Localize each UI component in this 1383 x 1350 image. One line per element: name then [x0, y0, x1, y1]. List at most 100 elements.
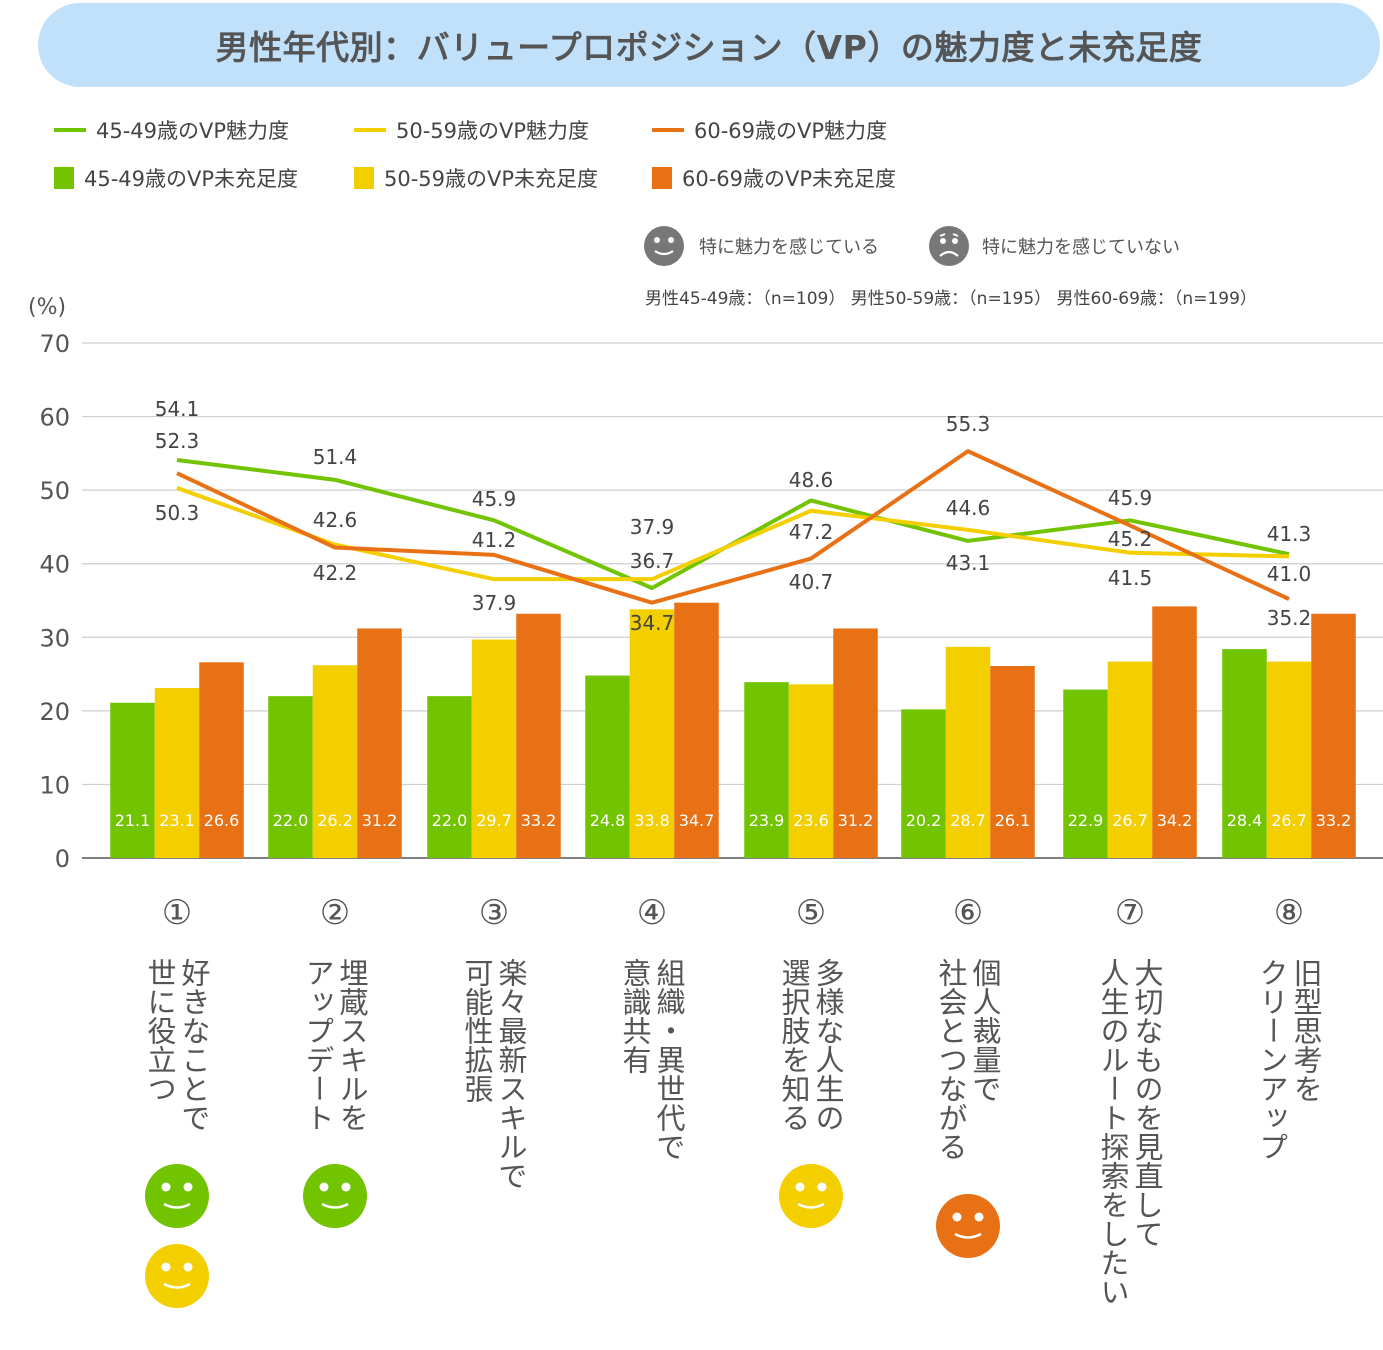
legend-label: 45-49歳のVP魅力度	[96, 119, 290, 143]
bar-value-label: 24.8	[590, 811, 626, 830]
bar	[833, 628, 878, 858]
line-value-label: 40.7	[789, 570, 834, 594]
legend-label: 45-49歳のVP未充足度	[84, 167, 299, 191]
line-value-label: 45.9	[472, 487, 517, 511]
line-value-label: 35.2	[1267, 606, 1312, 630]
bar-value-label: 21.1	[115, 811, 151, 830]
legend-bar-50-59: 50-59歳のVP未充足度	[354, 163, 598, 193]
bar-value-label: 22.0	[273, 811, 309, 830]
category-number: ⑦	[1114, 893, 1146, 933]
bar	[585, 675, 630, 858]
legend-bar-swatch	[354, 167, 374, 189]
category-label: 楽々最新スキルで 可能性拡張	[460, 958, 528, 1190]
bar	[788, 684, 834, 858]
bar	[110, 702, 155, 858]
line-value-label: 37.9	[630, 515, 675, 539]
bar-value-label: 34.2	[1157, 811, 1193, 830]
category-number: ④	[636, 893, 668, 933]
bar	[1152, 606, 1197, 858]
legend-line-swatch	[652, 128, 684, 132]
line-value-label: 45.2	[1108, 527, 1153, 551]
bar-value-label: 33.2	[521, 811, 557, 830]
smiley-face-icon	[144, 1243, 210, 1313]
sad-face-icon	[929, 226, 969, 266]
bar	[744, 682, 789, 858]
bar-value-label: 26.1	[995, 811, 1031, 830]
y-tick-label: 20	[39, 698, 70, 726]
bar	[199, 662, 244, 858]
line-value-label: 51.4	[313, 445, 358, 469]
bar	[471, 639, 517, 858]
category-label: 埋蔵スキルを アップデート	[301, 958, 369, 1132]
bar	[427, 696, 472, 858]
category-number: ③	[478, 893, 510, 933]
category-number: ⑤	[795, 893, 827, 933]
legend-line-60-69: 60-69歳のVP魅力度	[652, 115, 887, 145]
bar-value-label: 26.7	[1271, 811, 1307, 830]
line-value-label: 48.6	[789, 468, 834, 492]
smiley-face-icon	[778, 1163, 844, 1233]
line-value-label: 54.1	[155, 397, 200, 421]
line-value-label: 34.7	[630, 611, 675, 635]
title-banner: 男性年代別：バリュープロポジション（VP）の魅力度と未充足度	[38, 3, 1380, 87]
bar-value-label: 28.7	[950, 811, 986, 830]
line-value-label: 44.6	[946, 496, 991, 520]
bar	[516, 613, 561, 858]
bar	[901, 709, 946, 858]
line-value-label: 41.5	[1108, 566, 1153, 590]
legend-bar-swatch	[652, 167, 672, 189]
legend-line-50-59: 50-59歳のVP魅力度	[354, 115, 589, 145]
line-value-label: 42.2	[313, 561, 358, 585]
y-tick-label: 0	[55, 845, 70, 873]
bar	[674, 602, 719, 858]
bar-value-label: 28.4	[1227, 811, 1263, 830]
category-number: ②	[319, 893, 351, 933]
legend-line-swatch	[354, 128, 386, 132]
y-tick-label: 60	[39, 404, 70, 432]
smiley-face-icon	[144, 1163, 210, 1233]
legend-label: 60-69歳のVP魅力度	[694, 119, 888, 143]
bar-value-label: 33.2	[1316, 811, 1352, 830]
bar-value-label: 23.1	[159, 811, 195, 830]
smiley-face-icon	[644, 226, 684, 266]
bar-value-label: 34.7	[679, 811, 715, 830]
bar-value-label: 26.2	[317, 811, 353, 830]
legend-bar-45-49: 45-49歳のVP未充足度	[54, 163, 298, 193]
y-axis-unit-label: (%)	[28, 295, 66, 320]
bar-value-label: 26.6	[204, 811, 240, 830]
legend-bar-60-69: 60-69歳のVP未充足度	[652, 163, 896, 193]
face-legend-negative: 特に魅力を感じていない	[928, 225, 1180, 267]
bar	[154, 688, 200, 858]
chart-area: (%) 0 10 20 30 40 50 60 70 21.1 22.0 22.0 24.8 23.9 20…	[28, 295, 1383, 873]
legend-line-45-49: 45-49歳のVP魅力度	[54, 115, 289, 145]
bar	[1222, 649, 1267, 858]
line-value-label: 41.2	[472, 528, 517, 552]
face-legend-positive-label: 特に魅力を感じている	[699, 237, 879, 258]
bar-value-label: 20.2	[906, 811, 942, 830]
line-value-label: 45.9	[1108, 486, 1153, 510]
y-tick-label: 30	[39, 624, 70, 652]
line-value-label: 50.3	[155, 501, 200, 525]
y-tick-label: 10	[39, 771, 70, 799]
category-label: 大切なものを見直して 人生のルート探索をしたい	[1096, 958, 1164, 1306]
bar	[990, 665, 1035, 858]
legend-label: 50-59歳のVP未充足度	[384, 167, 599, 191]
bar	[629, 609, 675, 858]
line-value-label: 52.3	[155, 429, 200, 453]
bar-value-label: 31.2	[838, 811, 874, 830]
category-label: 旧型思考を クリーンアップ	[1255, 958, 1323, 1161]
bar	[312, 665, 358, 858]
bar-value-label: 22.9	[1068, 811, 1104, 830]
line-value-label: 41.0	[1267, 562, 1312, 586]
category-label: 多様な人生の 選択肢を知る	[777, 958, 845, 1132]
bar-value-label: 31.2	[362, 811, 398, 830]
y-tick-label: 40	[39, 551, 70, 579]
category-label: 組織・異世代で 意識共有	[618, 958, 686, 1161]
legend-label: 60-69歳のVP未充足度	[682, 167, 897, 191]
category-label: 好きなことで 世に役立つ	[143, 958, 211, 1132]
bar-value-label: 23.9	[749, 811, 785, 830]
line-value-label: 42.6	[313, 508, 358, 532]
category-label: 個人裁量で 社会とつながる	[934, 958, 1002, 1161]
legend-label: 50-59歳のVP魅力度	[396, 119, 590, 143]
category-number: ⑧	[1273, 893, 1305, 933]
